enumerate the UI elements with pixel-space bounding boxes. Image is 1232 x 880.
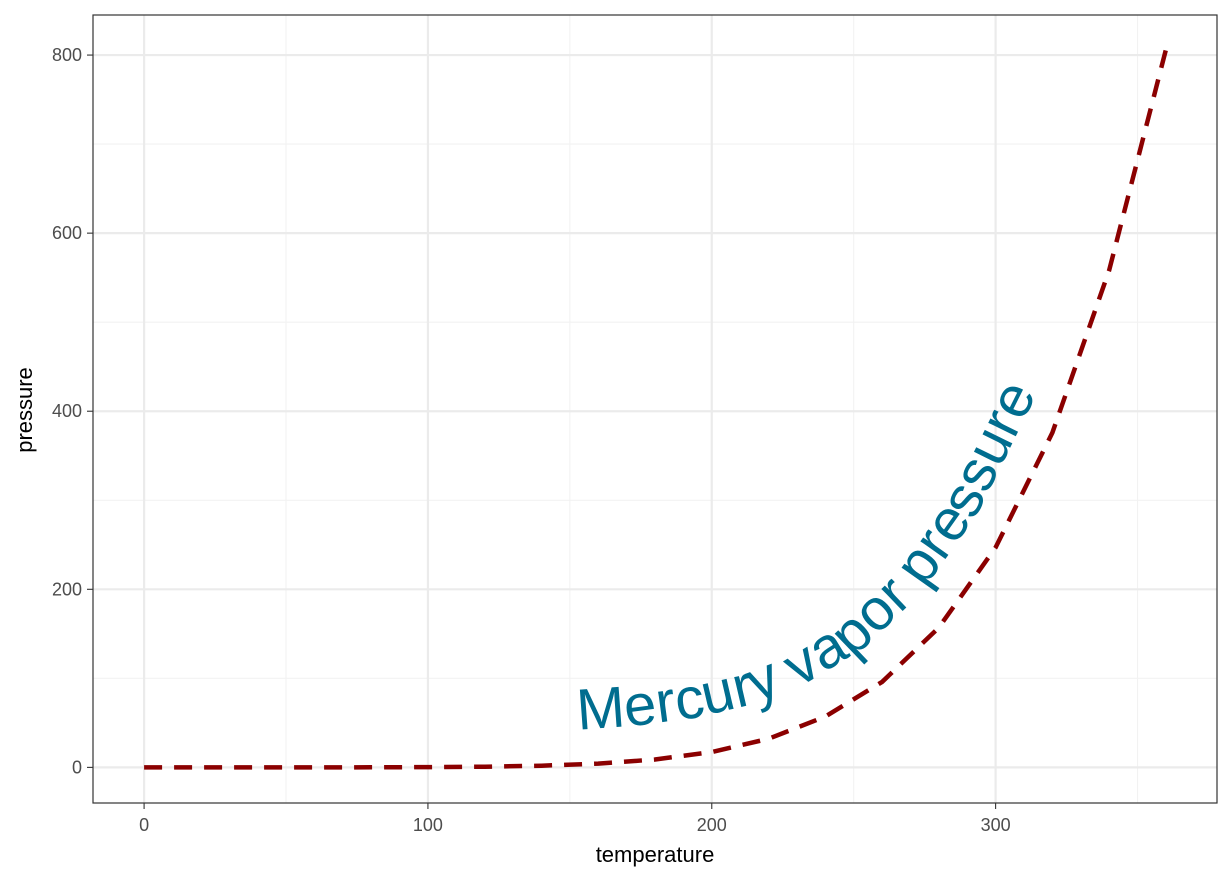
x-tick-label: 200 xyxy=(697,815,727,835)
y-axis-ticks: 0 200 400 600 800 xyxy=(52,45,93,777)
y-tick-label: 800 xyxy=(52,45,82,65)
y-tick-label: 400 xyxy=(52,401,82,421)
x-axis-title: temperature xyxy=(596,842,715,867)
x-axis-ticks: 0 100 200 300 xyxy=(139,803,1011,835)
y-tick-label: 0 xyxy=(72,757,82,777)
major-gridlines xyxy=(93,15,1217,803)
plot-panel-border xyxy=(92,14,1218,804)
x-tick-label: 300 xyxy=(981,815,1011,835)
minor-gridlines xyxy=(93,15,1217,803)
y-axis-title: pressure xyxy=(12,367,37,453)
x-tick-label: 100 xyxy=(413,815,443,835)
y-tick-label: 600 xyxy=(52,223,82,243)
x-tick-label: 0 xyxy=(139,815,149,835)
series-line-mercury xyxy=(144,49,1169,770)
y-tick-label: 200 xyxy=(52,579,82,599)
